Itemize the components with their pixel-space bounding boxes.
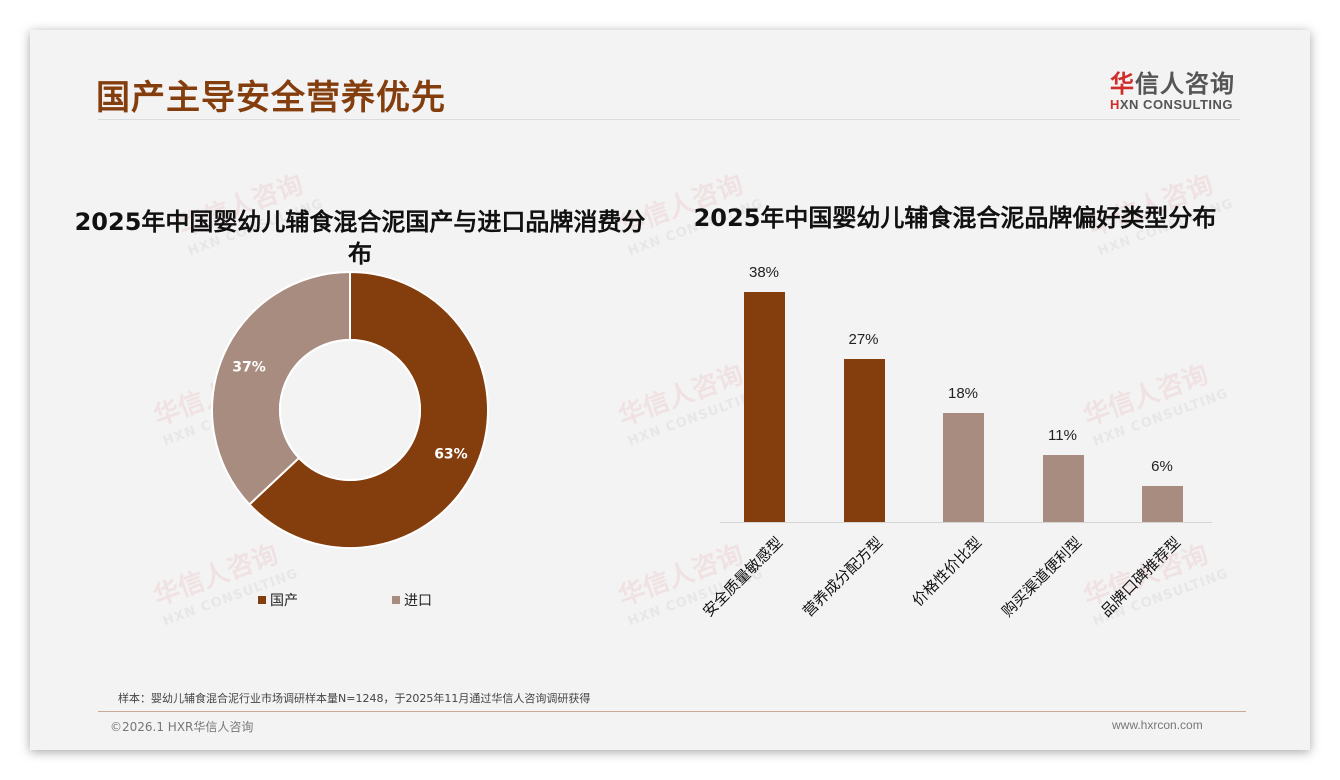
title-divider xyxy=(98,119,1240,120)
bar-value-label: 11% xyxy=(1048,427,1077,445)
donut-label-domestic: 63% xyxy=(434,447,468,463)
bar-3[interactable] xyxy=(943,413,984,522)
bar-chart: 38% 安全质量敏感型 27% 营养成分配方型 18% 价格性价比型 11% 购买渠道便利型 6… xyxy=(699,260,1220,620)
category-label: 品牌口碑推荐型 xyxy=(1097,533,1185,621)
legend-label: 进口 xyxy=(404,592,432,608)
category-label: 价格性价比型 xyxy=(908,533,986,610)
legend-swatch xyxy=(392,596,400,604)
bar-2[interactable] xyxy=(843,358,885,522)
bar-1[interactable] xyxy=(744,292,785,522)
logo-en: HXN CONSULTING xyxy=(1110,97,1234,112)
slide: 国产主导安全营养优先 华信人咨询 HXN CONSULTING 华信人咨询 HXN… xyxy=(30,30,1310,750)
bar-value-label: 6% xyxy=(1151,457,1173,475)
bar-5[interactable] xyxy=(1142,485,1183,522)
category-label: 购买渠道便利型 xyxy=(997,533,1085,621)
legend-label: 国产 xyxy=(270,592,298,608)
category-label: 安全质量敏感型 xyxy=(699,533,787,621)
bar-value-label: 18% xyxy=(947,385,979,403)
copyright: ©2026.1 HXR华信人咨询 xyxy=(110,720,254,734)
footer-divider xyxy=(98,711,1246,712)
website-link[interactable]: www.hxrcon.com xyxy=(1112,718,1203,732)
donut-label-import: 37% xyxy=(232,359,266,375)
logo-cn: 华信人咨询 xyxy=(1110,70,1235,98)
legend-swatch xyxy=(258,596,266,604)
donut-chart-title: 2025年中国婴幼儿辅食混合泥国产与进口品牌消费分 布 xyxy=(74,208,646,268)
company-logo: 华信人咨询 HXN CONSULTING xyxy=(1110,64,1260,112)
sample-note: 样本：婴幼儿辅食混合泥行业市场调研样本量N=1248，于2025年11月通过华信… xyxy=(118,692,591,705)
bar-4[interactable] xyxy=(1042,455,1084,522)
bar-value-label: 38% xyxy=(748,264,780,281)
page-title: 国产主导安全营养优先 xyxy=(96,78,446,118)
legend-item-domestic[interactable]: 国产 xyxy=(258,590,298,610)
donut-chart: 63% 37% xyxy=(211,270,489,549)
category-label: 营养成分配方型 xyxy=(798,533,886,621)
legend-item-import[interactable]: 进口 xyxy=(392,590,432,610)
bar-value-label: 27% xyxy=(848,330,879,348)
bar-chart-title: 2025年中国婴幼儿辅食混合泥品牌偏好类型分布 xyxy=(693,204,1217,232)
x-axis-line xyxy=(720,522,1212,523)
